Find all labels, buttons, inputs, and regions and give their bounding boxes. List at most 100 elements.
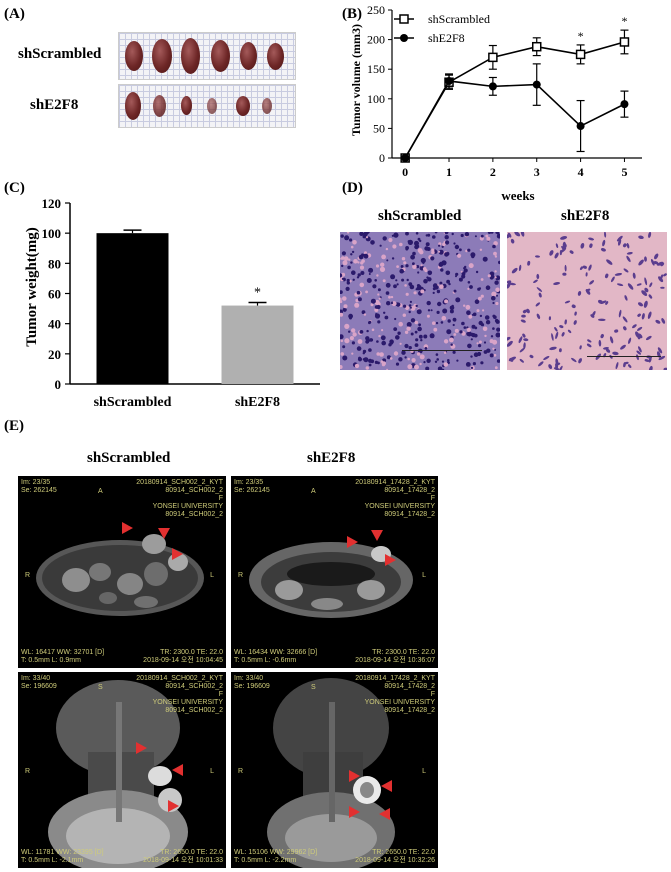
cell-nucleus: [470, 338, 473, 341]
cell-nucleus: [437, 366, 443, 370]
cell-nucleus: [340, 339, 344, 343]
cell-nucleus: [464, 232, 470, 237]
cell-nucleus: [491, 295, 496, 301]
cell-nucleus: [408, 304, 412, 307]
cell-nucleus: [352, 332, 357, 337]
cell-nucleus: [377, 288, 381, 292]
y-tick-label: 0: [55, 377, 62, 392]
cell-nucleus: [363, 357, 369, 363]
tumor-specimen: [181, 96, 192, 115]
cell-nucleus: [663, 273, 667, 277]
cell-nucleus: [643, 300, 648, 308]
cell-nucleus: [440, 268, 444, 272]
cell-nucleus: [598, 318, 606, 322]
scan-info-right: 20180914_SCH002_2_KYT 80914_SCH002_2 F Y…: [136, 479, 223, 518]
cell-nucleus: [384, 315, 389, 320]
cell-nucleus: [489, 339, 494, 344]
cell-nucleus: [555, 243, 559, 249]
cell-nucleus: [358, 356, 362, 360]
cell-nucleus: [487, 232, 492, 234]
cell-nucleus: [361, 259, 365, 263]
cell-nucleus: [370, 240, 375, 245]
cell-nucleus: [365, 366, 369, 370]
cell-nucleus: [446, 329, 452, 335]
cell-nucleus: [660, 274, 664, 280]
cell-nucleus: [405, 292, 409, 296]
cell-nucleus: [482, 309, 485, 312]
cell-nucleus: [405, 232, 409, 236]
cell-nucleus: [535, 255, 540, 258]
cell-nucleus: [445, 240, 450, 245]
tumor-specimen: [262, 98, 272, 114]
cell-nucleus: [354, 363, 360, 369]
cell-nucleus: [451, 232, 454, 236]
cell-nucleus: [489, 353, 494, 358]
cell-nucleus: [663, 367, 667, 370]
scale-bar: [587, 356, 661, 357]
cell-nucleus: [478, 340, 482, 344]
y-tick-label: 250: [367, 3, 385, 17]
cell-nucleus: [443, 362, 449, 367]
cell-nucleus: [425, 242, 430, 247]
cell-nucleus: [401, 278, 405, 282]
cell-nucleus: [382, 279, 386, 283]
cell-nucleus: [436, 358, 439, 361]
tumor-arrow: [172, 548, 183, 560]
cell-nucleus: [390, 274, 396, 280]
cell-nucleus: [548, 364, 553, 370]
cell-nucleus: [412, 262, 415, 266]
cell-nucleus: [567, 329, 572, 334]
cell-nucleus: [494, 366, 498, 370]
cell-nucleus: [636, 283, 642, 286]
cell-nucleus: [543, 356, 550, 360]
cell-nucleus: [535, 302, 541, 307]
orientation-label-left: L: [210, 572, 214, 579]
cell-nucleus: [507, 336, 511, 341]
cell-nucleus: [453, 242, 456, 245]
cell-nucleus: [460, 233, 464, 238]
cell-nucleus: [374, 279, 377, 282]
cell-nucleus: [615, 362, 619, 370]
cell-nucleus: [443, 339, 449, 344]
cell-nucleus: [393, 327, 398, 331]
cell-nucleus: [553, 367, 560, 370]
cell-nucleus: [536, 273, 540, 280]
cell-nucleus: [383, 311, 386, 314]
cell-nucleus: [493, 315, 497, 319]
cell-nucleus: [482, 326, 488, 332]
cell-nucleus: [637, 313, 641, 317]
bar-control: [96, 233, 169, 384]
cell-nucleus: [654, 253, 659, 260]
cell-nucleus: [598, 299, 603, 304]
cell-nucleus: [427, 233, 431, 237]
cell-nucleus: [417, 285, 422, 289]
cell-nucleus: [564, 300, 571, 304]
cell-nucleus: [459, 330, 463, 334]
cell-nucleus: [452, 317, 457, 322]
cell-nucleus: [578, 358, 582, 364]
mri-scan-coronal: [267, 678, 395, 868]
cell-nucleus: [438, 249, 444, 255]
cell-nucleus: [444, 232, 449, 235]
cell-nucleus: [352, 240, 357, 245]
cell-nucleus: [616, 283, 624, 287]
cell-nucleus: [340, 297, 342, 301]
cell-nucleus: [470, 366, 474, 369]
scan-info-left: Im: 23/35 Se: 262145: [21, 479, 57, 494]
orientation-label-right: R: [238, 572, 244, 579]
cell-nucleus: [397, 331, 401, 335]
cell-nucleus: [641, 313, 645, 320]
cell-nucleus: [470, 252, 476, 258]
cell-nucleus: [441, 360, 445, 363]
cell-nucleus: [655, 319, 661, 324]
cell-nucleus: [465, 362, 471, 367]
cell-nucleus: [485, 234, 489, 238]
cell-nucleus: [411, 358, 416, 363]
cell-nucleus: [549, 250, 554, 256]
cell-nucleus: [507, 280, 512, 284]
cell-nucleus: [385, 282, 391, 288]
cell-nucleus: [388, 237, 393, 243]
cell-nucleus: [357, 297, 362, 302]
cell-nucleus: [376, 340, 379, 343]
cell-nucleus: [405, 247, 409, 251]
